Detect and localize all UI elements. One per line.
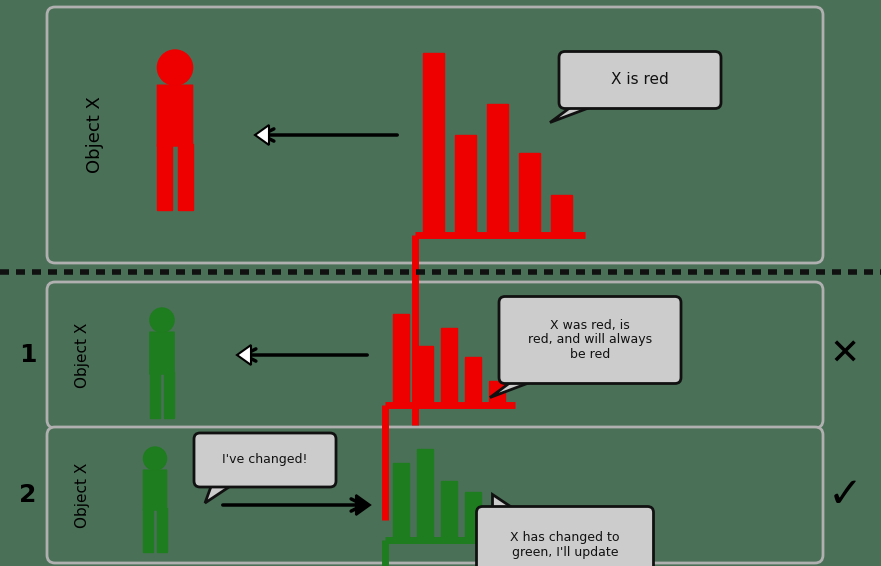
Bar [551,195,573,235]
Bar [423,53,444,235]
FancyBboxPatch shape [144,470,167,510]
Text: 2: 2 [19,483,37,507]
FancyBboxPatch shape [47,427,823,563]
Bar [178,144,193,210]
Text: ✕: ✕ [830,338,860,372]
Bar [164,372,174,418]
Text: I've changed!: I've changed! [222,453,307,466]
Bar [489,518,505,540]
Text: 1: 1 [19,343,37,367]
FancyBboxPatch shape [158,85,193,146]
Text: ✓: ✓ [827,474,862,516]
FancyBboxPatch shape [47,7,823,263]
Bar [441,328,457,405]
Polygon shape [492,495,520,512]
FancyBboxPatch shape [499,297,681,384]
Bar [417,346,433,405]
Polygon shape [356,495,370,515]
FancyBboxPatch shape [47,282,823,428]
FancyBboxPatch shape [194,433,336,487]
Bar [158,144,172,210]
Polygon shape [237,345,251,365]
Bar [441,481,457,540]
FancyBboxPatch shape [477,507,654,566]
Bar [519,153,540,235]
Bar [465,357,481,405]
Bar [144,508,153,552]
Text: X has changed to
green, I'll update: X has changed to green, I'll update [510,531,619,559]
Bar [393,314,409,405]
Text: Object X: Object X [75,462,90,528]
Text: Object X: Object X [75,322,90,388]
Text: Object X: Object X [86,97,104,173]
Bar [417,449,433,540]
Circle shape [158,50,193,85]
Bar [489,381,505,405]
Bar [487,104,508,235]
FancyBboxPatch shape [559,52,721,109]
Circle shape [144,447,167,470]
Circle shape [150,308,174,332]
Polygon shape [205,481,238,503]
Bar [150,372,159,418]
Bar [465,492,481,540]
Bar [393,463,409,540]
Text: X was red, is
red, and will always
be red: X was red, is red, and will always be re… [528,319,652,362]
Bar [455,135,477,235]
Polygon shape [550,102,603,122]
Polygon shape [490,378,543,397]
FancyBboxPatch shape [150,332,174,374]
Bar [157,508,167,552]
Text: X is red: X is red [611,72,669,88]
Polygon shape [255,125,269,145]
